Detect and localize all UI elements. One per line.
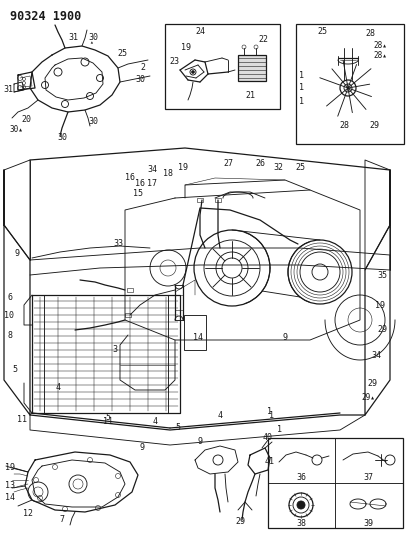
- Text: 35: 35: [377, 271, 387, 279]
- Text: 24: 24: [195, 28, 205, 36]
- Text: 21: 21: [245, 91, 255, 100]
- Text: 5: 5: [13, 366, 18, 375]
- Bar: [197, 198, 203, 202]
- Text: 11: 11: [17, 416, 27, 424]
- Text: 14: 14: [5, 494, 15, 503]
- Text: 29: 29: [235, 518, 245, 527]
- Text: 22: 22: [258, 36, 268, 44]
- Bar: [165, 24, 280, 109]
- Text: 6: 6: [7, 294, 13, 303]
- Bar: [32, 295, 180, 413]
- Text: 36: 36: [296, 473, 306, 482]
- Text: 38: 38: [296, 520, 306, 529]
- Text: 30: 30: [135, 76, 145, 85]
- Text: 31: 31: [3, 85, 13, 94]
- Text: 19: 19: [178, 164, 188, 173]
- Text: 8: 8: [7, 332, 13, 341]
- Text: 37: 37: [363, 473, 373, 482]
- Text: 4: 4: [217, 410, 222, 419]
- Text: 20: 20: [21, 116, 31, 125]
- Text: 26: 26: [255, 159, 265, 168]
- Text: 1: 1: [277, 425, 282, 434]
- Text: 9: 9: [140, 443, 144, 453]
- Text: 33: 33: [113, 238, 123, 247]
- Text: 12: 12: [23, 510, 33, 519]
- Text: 1: 1: [299, 98, 304, 107]
- Text: 9: 9: [282, 334, 288, 343]
- Bar: [127, 288, 133, 292]
- Text: 17: 17: [147, 180, 157, 189]
- Text: 34: 34: [147, 166, 157, 174]
- Bar: [125, 313, 131, 317]
- Text: 9: 9: [15, 248, 20, 257]
- Bar: [184, 315, 206, 350]
- Text: 11: 11: [103, 417, 113, 426]
- Text: 25: 25: [295, 164, 305, 173]
- Text: 3: 3: [113, 345, 118, 354]
- Text: 34: 34: [371, 351, 381, 359]
- Text: 4: 4: [55, 384, 60, 392]
- Bar: [32, 295, 44, 413]
- Text: 2: 2: [140, 63, 146, 72]
- Text: 19: 19: [375, 301, 385, 310]
- Text: 39: 39: [363, 519, 373, 528]
- Text: 41: 41: [265, 457, 275, 466]
- Circle shape: [297, 501, 305, 509]
- Text: 19: 19: [181, 44, 191, 52]
- Text: 30▴: 30▴: [9, 125, 23, 134]
- Text: 1: 1: [268, 408, 273, 416]
- Text: 30: 30: [88, 34, 98, 43]
- Text: ▴: ▴: [89, 41, 93, 45]
- Text: 1: 1: [299, 84, 304, 93]
- Text: 15: 15: [133, 190, 143, 198]
- Text: 14: 14: [193, 334, 203, 343]
- Text: 19: 19: [5, 464, 15, 472]
- Text: 28▴: 28▴: [373, 41, 387, 50]
- Text: 28: 28: [365, 29, 375, 38]
- Bar: [296, 24, 404, 144]
- Text: 29▴: 29▴: [361, 393, 375, 402]
- Text: 32: 32: [273, 163, 283, 172]
- Text: 10: 10: [4, 311, 14, 319]
- Text: 23: 23: [169, 58, 179, 67]
- Text: 18: 18: [163, 169, 173, 179]
- Text: 28: 28: [339, 122, 349, 131]
- Text: 30: 30: [57, 133, 67, 142]
- Text: 29: 29: [369, 122, 379, 131]
- Bar: [168, 295, 180, 413]
- Text: 29: 29: [377, 326, 387, 335]
- Bar: [215, 198, 221, 202]
- Text: 29: 29: [367, 378, 377, 387]
- Text: 28▴: 28▴: [373, 51, 387, 60]
- Text: 1: 1: [270, 410, 275, 419]
- Text: 5: 5: [175, 424, 180, 432]
- Circle shape: [191, 70, 195, 74]
- Text: 13: 13: [5, 481, 15, 489]
- Text: 16: 16: [125, 174, 135, 182]
- Text: 16: 16: [135, 179, 145, 188]
- Text: 90324 1900: 90324 1900: [10, 10, 81, 23]
- Text: 40: 40: [263, 432, 273, 441]
- Text: 1: 1: [299, 70, 304, 79]
- Text: 9: 9: [197, 438, 202, 447]
- Text: 27: 27: [223, 158, 233, 167]
- Bar: [238, 55, 266, 81]
- Text: 31: 31: [68, 33, 78, 42]
- Text: 25: 25: [317, 28, 327, 36]
- Text: 7: 7: [60, 515, 64, 524]
- Text: 4: 4: [153, 417, 157, 426]
- Text: 25: 25: [117, 50, 127, 59]
- Text: 30: 30: [88, 117, 98, 126]
- Bar: [268, 438, 403, 528]
- Text: 5: 5: [106, 414, 111, 423]
